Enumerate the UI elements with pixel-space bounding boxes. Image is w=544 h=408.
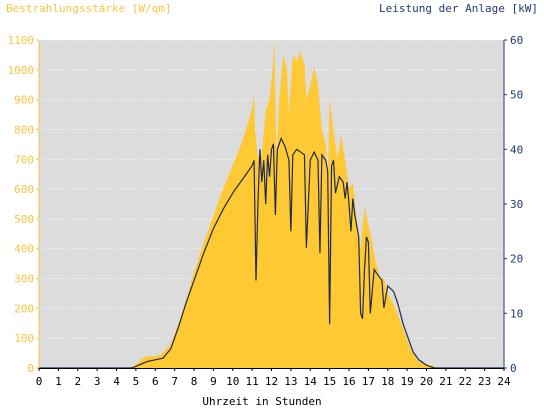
left-tick-label: 500 [14,213,34,226]
right-axis-ticks: 0 10 20 30 40 50 60 [504,34,523,375]
x-tick-label: 0 [36,375,43,388]
x-tick-label: 20 [420,375,433,388]
x-tick-label: 9 [210,375,217,388]
left-tick-label: 1100 [8,34,35,47]
x-tick-label: 7 [171,375,178,388]
x-tick-label: 16 [342,375,355,388]
left-tick-label: 300 [14,273,34,286]
x-tick-label: 13 [284,375,297,388]
x-tick-label: 14 [304,375,318,388]
x-tick-label: 19 [401,375,414,388]
right-tick-label: 10 [510,307,523,320]
left-tick-label: 100 [14,332,34,345]
x-tick-label: 15 [323,375,336,388]
right-axis-title: Leistung der Anlage [kW] [379,2,538,15]
x-tick-label: 2 [74,375,81,388]
left-tick-label: 800 [14,123,34,136]
x-tick-label: 12 [265,375,278,388]
left-tick-label: 900 [14,94,34,107]
left-tick-label: 200 [14,302,34,315]
x-tick-label: 18 [381,375,394,388]
x-tick-label: 22 [459,375,472,388]
left-axis-title: Bestrahlungsstärke [W/qm] [6,2,172,15]
left-tick-label: 400 [14,243,34,256]
right-tick-label: 30 [510,198,523,211]
x-tick-label: 23 [478,375,491,388]
x-axis-ticks: 0 1 2 3 4 5 6 7 8 9 10 11 12 13 14 15 16 17 18 19 20 21 22 23 24 [36,368,511,388]
right-tick-label: 40 [510,143,523,156]
right-tick-label: 60 [510,34,523,47]
x-tick-label: 6 [152,375,159,388]
left-tick-label: 600 [14,183,34,196]
left-axis-ticks: 0 100 200 300 400 500 600 700 800 900 1000 1100 [8,34,39,375]
right-tick-label: 50 [510,89,523,102]
x-tick-label: 4 [113,375,120,388]
right-tick-label: 0 [510,362,517,375]
x-tick-label: 11 [246,375,259,388]
x-tick-label: 17 [362,375,375,388]
left-tick-label: 1000 [8,64,35,77]
x-tick-label: 3 [94,375,101,388]
x-tick-label: 1 [55,375,62,388]
plot-series [39,40,504,369]
power-line [39,136,504,369]
x-tick-label: 10 [226,375,239,388]
x-tick-label: 5 [133,375,140,388]
right-tick-label: 20 [510,253,523,266]
x-tick-label: 24 [497,375,511,388]
x-axis-label: Uhrzeit in Stunden [202,395,321,408]
x-tick-label: 8 [191,375,198,388]
x-tick-label: 21 [439,375,452,388]
left-tick-label: 700 [14,153,34,166]
left-tick-label: 0 [27,362,34,375]
irradiance-area [39,40,504,368]
